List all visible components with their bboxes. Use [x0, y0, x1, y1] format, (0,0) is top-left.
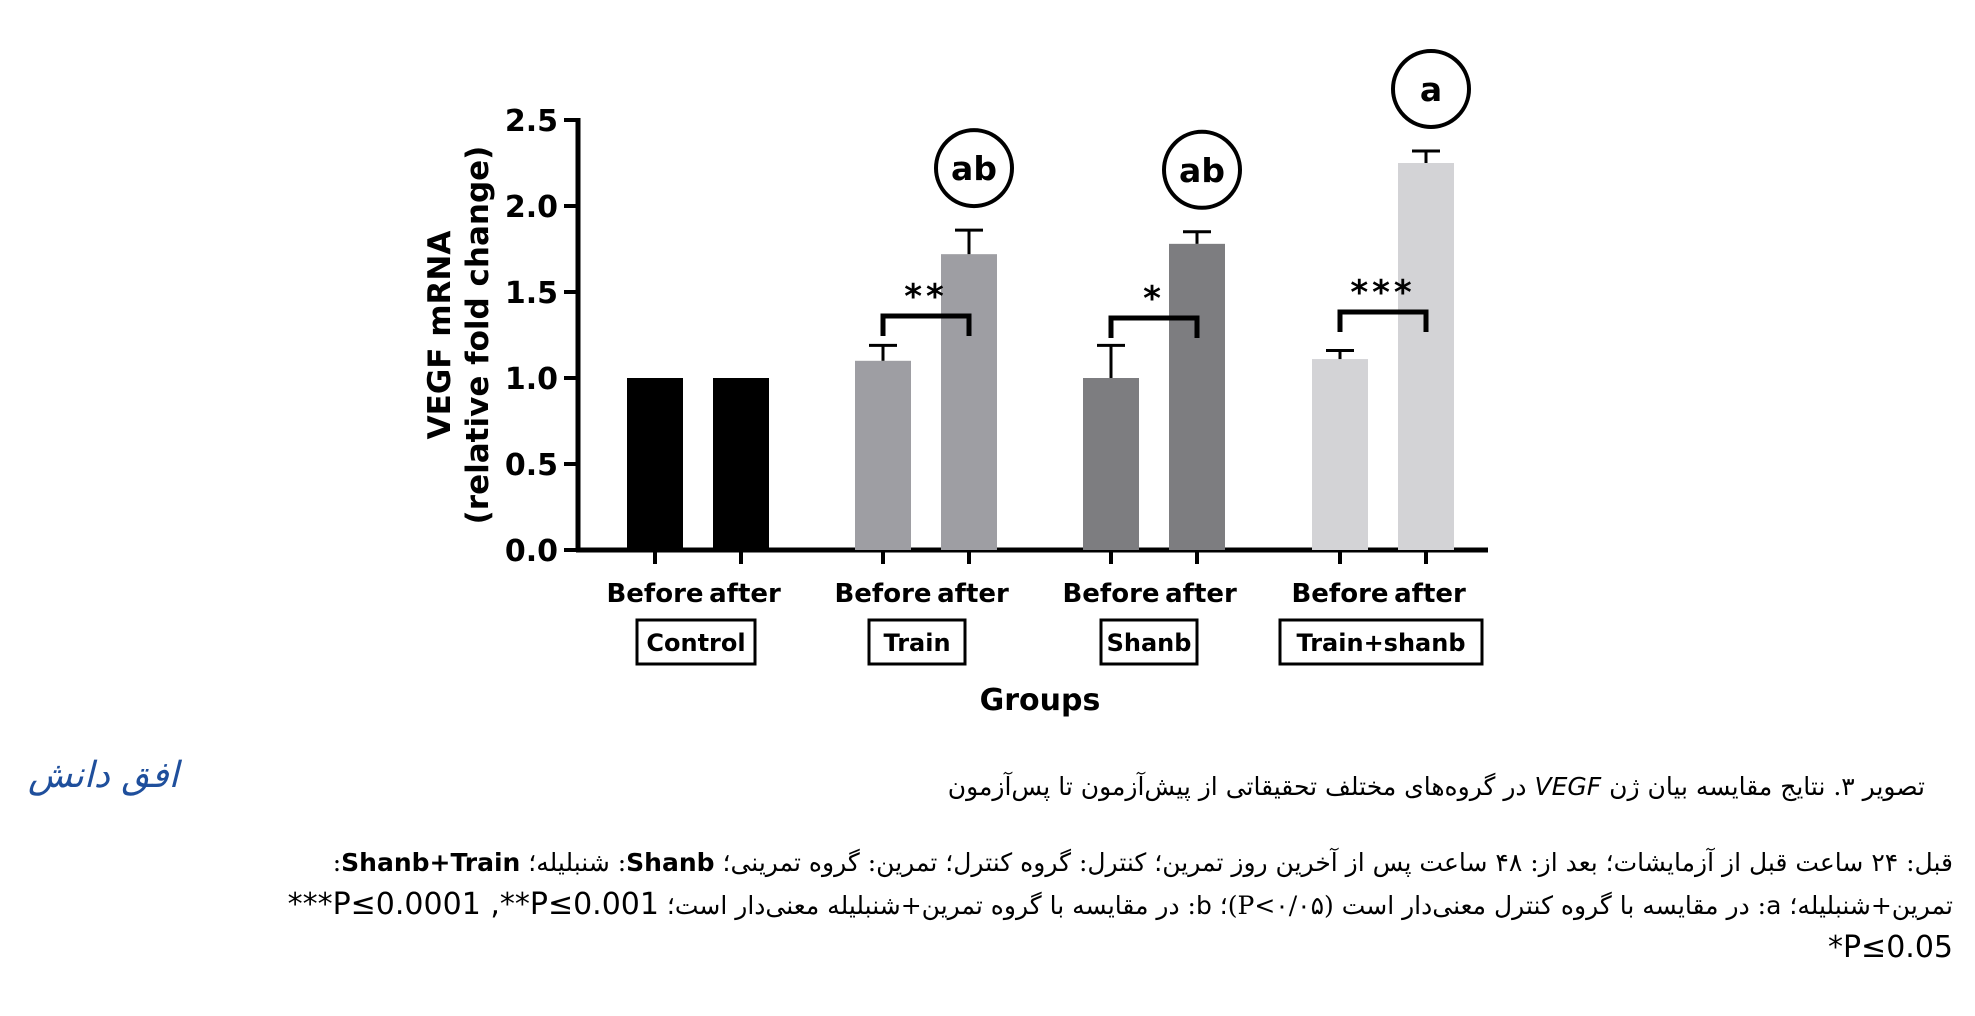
caption-line2-text2: : در مقایسه با گروه کنترل معنی‌دار است (…: [1211, 891, 1767, 920]
x-axis-title: Groups: [980, 683, 1101, 718]
caption-line-1: قبل: ۲۴ ساعت قبل از آزمایشات؛ بعد از: ۴۸…: [23, 842, 1953, 884]
significance-bracket: [1108, 315, 1200, 338]
caption-title-gene: VEGF: [1534, 772, 1602, 801]
significance-letter-circle: [1162, 129, 1242, 210]
significance-stars: ***: [1350, 273, 1415, 313]
x-tick-label-after: after: [1165, 579, 1237, 609]
significance-letter-circle: [934, 128, 1014, 209]
caption-line2-text: تمرین+شنبلیله؛: [1781, 891, 1953, 920]
x-tick-label-before: Before: [834, 579, 931, 609]
group-label-box: [1099, 618, 1199, 666]
bar-shanb-after: [1169, 243, 1225, 550]
significance-letter: a: [1420, 70, 1442, 109]
x-tick-label-before: Before: [606, 579, 703, 609]
y-tick-label: 2.5: [505, 104, 558, 139]
group-label-box: [635, 618, 757, 666]
y-tick-label: 1.5: [505, 276, 558, 311]
bar-train-shanb-after: [1398, 163, 1454, 550]
x-tick-label-after: after: [937, 579, 1009, 609]
group-label: Control: [646, 629, 745, 657]
caption-line1-text2: : شنبلیله؛: [520, 848, 627, 877]
caption-shanb-train-key: Shanb+Train: [341, 848, 521, 877]
significance-stars: **: [904, 277, 948, 317]
y-tick-label: 0.5: [505, 448, 558, 483]
significance-letter: ab: [1179, 151, 1225, 190]
group-label: Shanb: [1107, 629, 1192, 657]
caption-p-values: ***P≤0.0001 ,**P≤0.001: [287, 887, 659, 922]
significance-letter: ab: [951, 149, 997, 188]
x-tick-label-after: after: [709, 579, 781, 609]
bar-control-after: [713, 378, 769, 550]
figure-caption-body: قبل: ۲۴ ساعت قبل از آزمایشات؛ بعد از: ۴۸…: [23, 842, 1953, 970]
bar-train-after: [941, 254, 997, 550]
significance-bracket: [1337, 309, 1429, 332]
caption-p-single: *P≤0.05: [1827, 930, 1953, 965]
caption-line1-colon: :: [332, 848, 342, 877]
caption-title-part2: در گروه‌های مختلف تحقیقاتی از پیش‌آزمون …: [947, 772, 1535, 801]
group-label-box: [867, 618, 967, 666]
significance-bracket: [880, 313, 972, 336]
x-tick-label-after: after: [1394, 579, 1466, 609]
significance-stars: *: [1143, 279, 1165, 319]
caption-a-key: a: [1766, 891, 1782, 920]
bar-train-shanb-before: [1312, 359, 1368, 550]
caption-b-key: b: [1195, 891, 1212, 920]
group-label-box: [1278, 618, 1484, 666]
significance-letter-circle: [1391, 48, 1471, 129]
y-tick-label: 0.0: [505, 534, 558, 569]
y-tick-label: 2.0: [505, 190, 558, 225]
x-tick-label-before: Before: [1062, 579, 1159, 609]
figure-caption-title: تصویر ۳. نتایج مقایسه بیان ژن VEGF در گر…: [948, 772, 1925, 801]
bar-control-before: [627, 378, 683, 550]
caption-title-part1: تصویر ۳. نتایج مقایسه بیان ژن: [1601, 772, 1925, 801]
vegf-bar-chart: VEGF mRNA (relative fold change) 0.0 0.5 1…: [422, 48, 1488, 718]
group-label: Train+shanb: [1296, 629, 1465, 657]
y-axis-title-line2: (relative fold change): [460, 146, 496, 525]
x-tick-label-before: Before: [1291, 579, 1388, 609]
y-axis-title: VEGF mRNA (relative fold change): [422, 146, 496, 525]
group-label: Train: [883, 629, 950, 657]
caption-line2-text3: : در مقایسه با گروه تمرین+شنبلیله معنی‌د…: [658, 891, 1196, 920]
caption-line-2: تمرین+شنبلیله؛ a: در مقایسه با گروه کنتر…: [23, 884, 1953, 927]
y-axis-title-line1: VEGF mRNA: [422, 231, 458, 440]
bar-shanb-before: [1083, 378, 1139, 550]
bar-train-before: [855, 360, 911, 550]
caption-line1-text: قبل: ۲۴ ساعت قبل از آزمایشات؛ بعد از: ۴۸…: [714, 848, 1953, 877]
journal-logo: افق دانش: [28, 755, 179, 796]
caption-line-3: *P≤0.05: [23, 927, 1953, 970]
caption-shanb-key: Shanb: [626, 848, 715, 877]
y-tick-label: 1.0: [505, 362, 558, 397]
